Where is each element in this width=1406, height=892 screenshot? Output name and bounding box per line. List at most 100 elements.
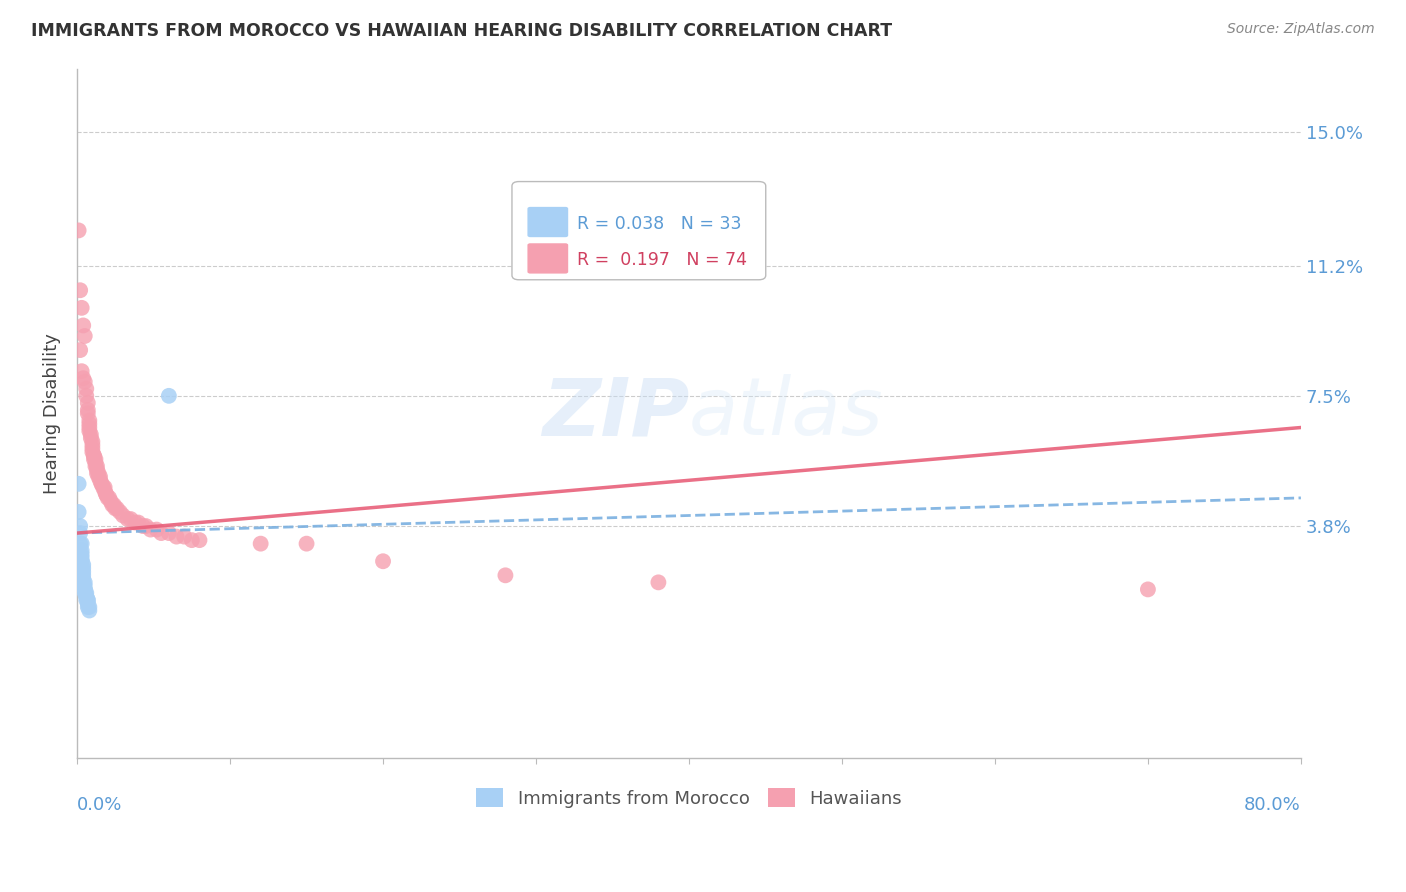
Point: [97, 491, 120, 505]
Point: [73, 586, 96, 600]
Text: ZIP: ZIP: [541, 375, 689, 452]
Point: [70, 543, 93, 558]
Point: [371, 554, 394, 568]
Point: [295, 536, 318, 550]
Point: [124, 516, 146, 530]
Point: [87, 470, 110, 484]
Point: [72, 565, 94, 579]
Point: [494, 568, 516, 582]
Point: [127, 516, 149, 530]
Point: [111, 508, 134, 523]
Point: [84, 459, 107, 474]
Point: [79, 417, 101, 431]
Point: [96, 487, 118, 501]
Point: [76, 593, 98, 607]
Point: [103, 498, 125, 512]
Text: 0.0%: 0.0%: [77, 797, 122, 814]
Point: [70, 550, 93, 565]
Point: [70, 536, 93, 550]
Point: [83, 452, 105, 467]
Point: [76, 599, 98, 614]
Point: [80, 431, 103, 445]
Point: [84, 456, 107, 470]
Point: [96, 487, 118, 501]
Point: [73, 375, 96, 389]
Point: [73, 329, 96, 343]
Point: [76, 396, 98, 410]
Point: [98, 491, 121, 505]
Point: [69, 283, 91, 297]
Y-axis label: Hearing Disability: Hearing Disability: [44, 333, 60, 494]
Point: [84, 452, 107, 467]
Point: [75, 590, 97, 604]
Point: [150, 526, 173, 541]
Point: [73, 582, 96, 597]
Point: [249, 536, 271, 550]
Point: [86, 463, 108, 477]
Point: [82, 438, 104, 452]
Point: [80, 427, 103, 442]
Point: [75, 586, 97, 600]
Text: Source: ZipAtlas.com: Source: ZipAtlas.com: [1227, 22, 1375, 37]
Point: [70, 301, 93, 315]
Point: [76, 403, 98, 417]
Point: [87, 467, 110, 481]
Point: [79, 420, 101, 434]
Point: [86, 459, 108, 474]
Point: [76, 406, 98, 420]
Point: [104, 501, 127, 516]
Point: [139, 523, 162, 537]
Legend: Immigrants from Morocco, Hawaiians: Immigrants from Morocco, Hawaiians: [470, 781, 910, 815]
Point: [75, 590, 97, 604]
Point: [72, 371, 94, 385]
Point: [132, 519, 155, 533]
Point: [1136, 582, 1159, 597]
Point: [72, 572, 94, 586]
Text: R =  0.197   N = 74: R = 0.197 N = 74: [576, 252, 747, 269]
Point: [108, 505, 131, 519]
Point: [89, 473, 111, 487]
Text: atlas: atlas: [689, 375, 884, 452]
Point: [82, 445, 104, 459]
Point: [82, 442, 104, 456]
Point: [86, 467, 108, 481]
Point: [67, 223, 90, 237]
Point: [76, 593, 98, 607]
Point: [117, 512, 139, 526]
Point: [157, 526, 180, 541]
Text: R = 0.038   N = 33: R = 0.038 N = 33: [576, 215, 741, 233]
Point: [120, 512, 142, 526]
Point: [79, 599, 101, 614]
Point: [90, 476, 112, 491]
Point: [647, 575, 669, 590]
Point: [72, 575, 94, 590]
Point: [72, 558, 94, 572]
Point: [75, 382, 97, 396]
Point: [90, 476, 112, 491]
Point: [101, 498, 124, 512]
Point: [75, 593, 97, 607]
Point: [70, 554, 93, 568]
Point: [157, 389, 180, 403]
Point: [91, 480, 114, 494]
Point: [166, 530, 188, 544]
Point: [79, 424, 101, 438]
Point: [72, 568, 94, 582]
Point: [135, 519, 157, 533]
Point: [188, 533, 211, 548]
Point: [69, 536, 91, 550]
Point: [100, 494, 122, 508]
Point: [67, 505, 90, 519]
Point: [67, 476, 90, 491]
Point: [83, 449, 105, 463]
Point: [76, 597, 98, 611]
Point: [173, 530, 195, 544]
Point: [180, 533, 202, 548]
Point: [82, 434, 104, 449]
Point: [69, 343, 91, 357]
Point: [89, 470, 111, 484]
Point: [83, 449, 105, 463]
Point: [145, 523, 167, 537]
Point: [79, 413, 101, 427]
Text: 80.0%: 80.0%: [1244, 797, 1301, 814]
